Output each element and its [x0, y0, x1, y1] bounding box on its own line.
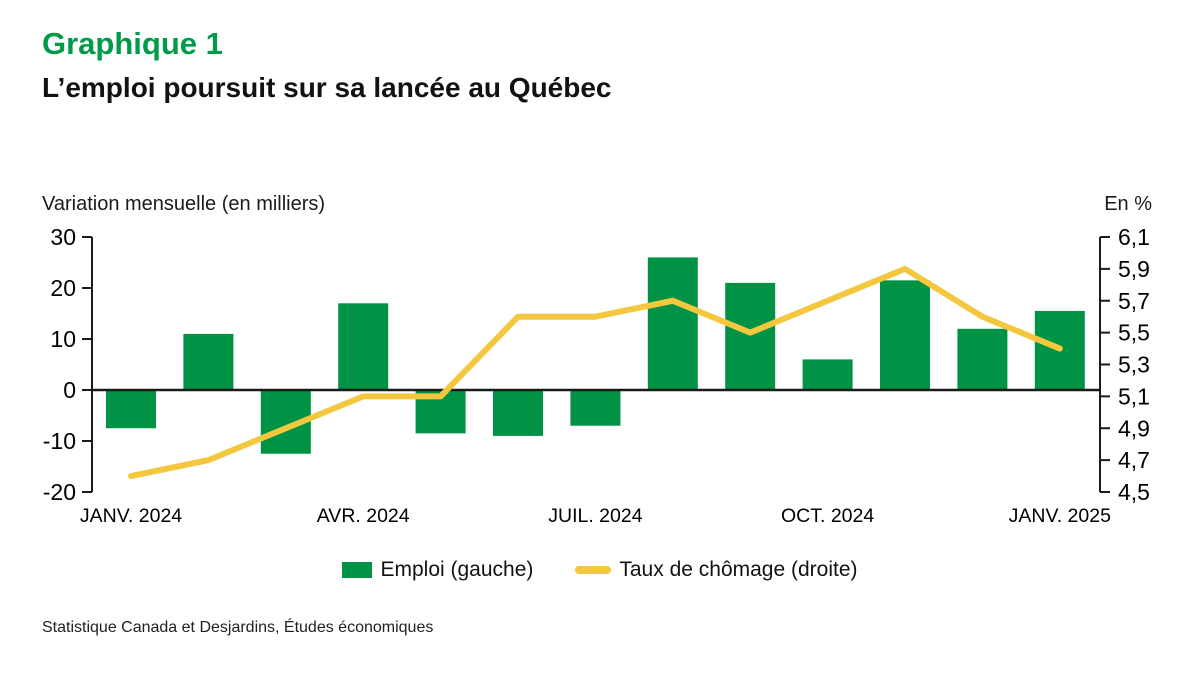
employment-bar-8 — [725, 282, 776, 390]
right-axis-unit-label: En % — [1104, 193, 1152, 215]
x-axis-tick-label: JUIL. 2024 — [548, 505, 642, 527]
employment-bar-6 — [570, 390, 621, 426]
left-axis-tick-label: 20 — [50, 275, 76, 301]
legend-item-taux-chomage: Taux de chômage (droite) — [575, 558, 858, 582]
x-axis-tick-label: OCT. 2024 — [781, 505, 874, 527]
chart-number-title: Graphique 1 — [42, 26, 223, 61]
employment-bar-1 — [183, 333, 234, 390]
employment-bar-5 — [493, 390, 543, 436]
left-axis-unit-label: Variation mensuelle (en milliers) — [42, 193, 326, 215]
chart-subtitle: L’emploi poursuit sur sa lancée au Québe… — [42, 72, 612, 103]
left-axis-tick-label: 10 — [50, 326, 76, 352]
right-axis-tick-label: 5,3 — [1118, 352, 1150, 378]
legend-line-swatch-icon — [575, 566, 612, 574]
employment-bar-10 — [880, 280, 930, 390]
chart-plot: 30 20 10 0 -10 -20 6,1 5,9 5,7 5,5 5,3 5,1 4,9 4,7 4,5… — [43, 224, 1150, 527]
employment-bar-7 — [647, 257, 698, 390]
left-axis-tick-label: 0 — [63, 377, 76, 403]
unemployment-rate-line — [128, 265, 1063, 480]
employment-bar-9 — [802, 359, 853, 390]
source-note: Statistique Canada et Desjardins, Études… — [42, 619, 434, 636]
legend-bar-swatch-icon — [342, 562, 373, 578]
employment-bar-0 — [106, 390, 156, 429]
left-axis-tick-label: -20 — [43, 479, 76, 505]
legend-label-taux-chomage: Taux de chômage (droite) — [619, 558, 858, 581]
right-axis-tick-label: 5,9 — [1118, 256, 1150, 282]
legend-label-emploi: Emploi (gauche) — [380, 558, 534, 581]
x-axis-tick-label: JANV. 2025 — [1009, 505, 1111, 527]
employment-bar-3 — [338, 303, 389, 390]
left-axis-tick-label: -10 — [43, 428, 76, 454]
legend-item-emploi: Emploi (gauche) — [342, 558, 533, 582]
chart-legend: Emploi (gauche) Taux de chômage (droite) — [0, 552, 1200, 588]
x-axis-tick-label: JANV. 2024 — [80, 505, 182, 527]
x-axis-tick-label: AVR. 2024 — [317, 505, 410, 527]
right-axis-tick-label: 6,1 — [1118, 224, 1150, 250]
right-axis-tick-label: 5,5 — [1118, 320, 1150, 346]
right-axis-tick-label: 5,1 — [1118, 383, 1150, 409]
right-axis-tick-label: 4,5 — [1118, 479, 1150, 505]
right-axis-tick-label: 4,7 — [1118, 447, 1150, 473]
right-axis-tick-label: 4,9 — [1118, 415, 1150, 441]
employment-bar-11 — [957, 328, 1008, 390]
right-axis-tick-label: 5,7 — [1118, 288, 1150, 314]
left-axis-tick-label: 30 — [50, 224, 76, 250]
